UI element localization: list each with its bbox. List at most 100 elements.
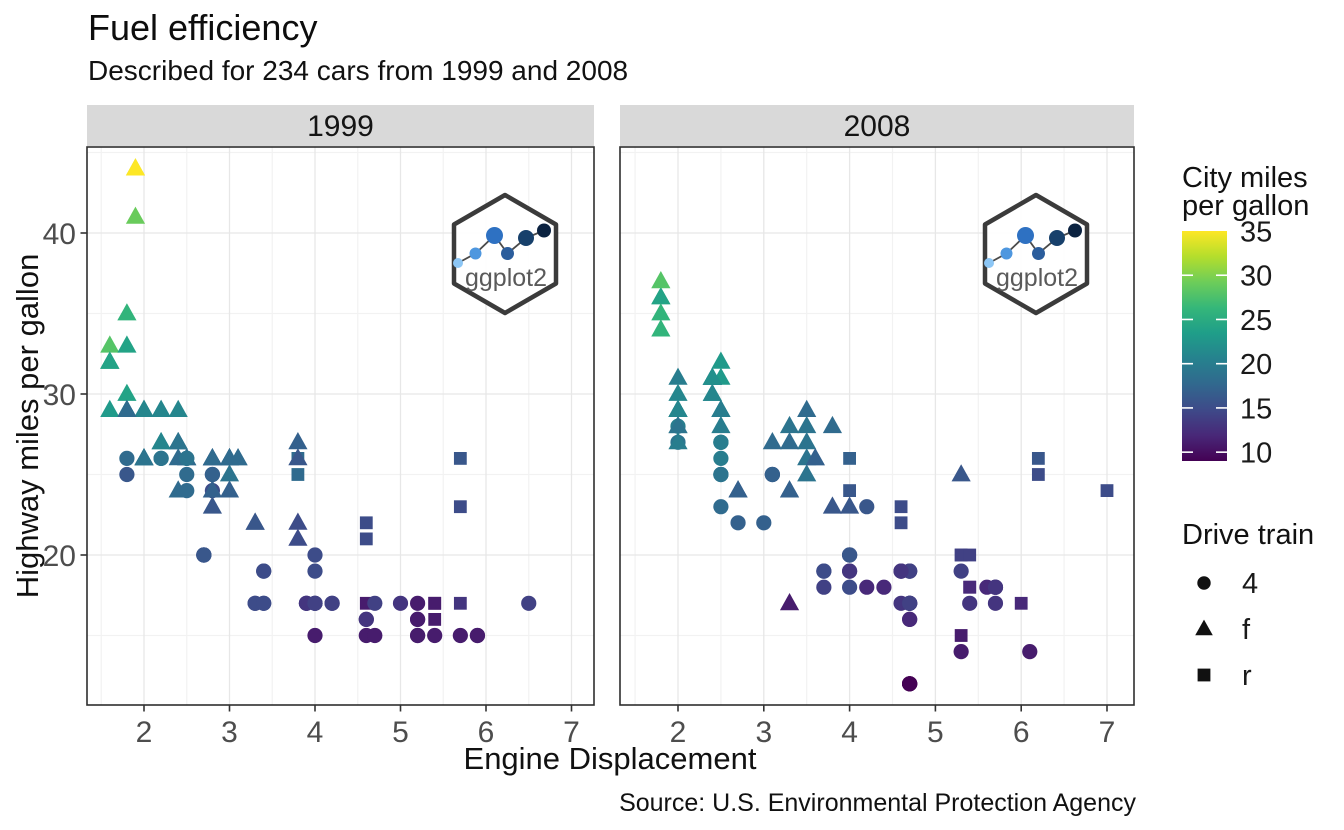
legend-key-square-icon	[1197, 668, 1211, 682]
data-point	[179, 466, 195, 483]
data-point	[256, 563, 272, 579]
data-point	[100, 335, 120, 353]
data-point	[893, 563, 909, 579]
ggplot2-logo-text: ggplot2	[465, 264, 547, 292]
data-point	[245, 512, 265, 530]
panel-border	[619, 146, 1135, 706]
data-point	[307, 595, 323, 611]
data-point	[822, 415, 843, 434]
data-point	[843, 452, 856, 465]
data-point	[779, 480, 800, 498]
data-point	[117, 383, 137, 401]
data-point	[756, 515, 772, 531]
data-point	[842, 579, 858, 595]
data-point	[256, 595, 272, 611]
data-point	[843, 484, 856, 497]
logo-dot	[469, 247, 482, 260]
data-point	[779, 593, 800, 611]
x-tick-label: 6	[478, 716, 495, 749]
logo-dot	[1000, 247, 1013, 260]
x-tick-label: 4	[307, 716, 324, 749]
data-point	[367, 627, 383, 644]
points-1999	[100, 158, 537, 644]
data-point	[711, 351, 731, 369]
colorbar-label: 35	[1240, 217, 1272, 249]
data-point	[859, 499, 875, 515]
legend-key-circle-icon	[1197, 576, 1211, 590]
data-point	[840, 496, 860, 514]
data-point	[359, 516, 373, 530]
data-point	[307, 627, 323, 644]
data-point	[119, 450, 135, 466]
colorbar-label: 25	[1240, 305, 1272, 337]
legend-key-label: 4	[1242, 568, 1258, 600]
data-point	[392, 595, 409, 611]
data-point	[1022, 644, 1038, 660]
data-point	[713, 499, 729, 515]
data-point	[453, 452, 467, 465]
data-point	[713, 434, 729, 450]
colorbar-label: 20	[1240, 349, 1272, 381]
data-point	[963, 548, 977, 562]
data-point	[954, 629, 968, 642]
data-point	[151, 399, 171, 417]
data-point	[410, 627, 426, 644]
data-point	[324, 595, 340, 611]
data-point	[668, 432, 688, 450]
data-point	[410, 595, 426, 611]
data-point	[307, 563, 323, 579]
data-point	[779, 432, 800, 450]
data-point	[452, 627, 468, 644]
logo-dot	[1032, 247, 1045, 260]
data-point	[894, 500, 908, 514]
data-point	[779, 415, 800, 434]
panel-border	[86, 146, 595, 706]
data-point	[822, 496, 843, 514]
data-point	[288, 432, 308, 450]
data-point	[651, 303, 671, 321]
points-2008	[651, 271, 1114, 692]
logo-dot	[486, 227, 503, 244]
colorbar	[1182, 231, 1227, 461]
data-point	[196, 547, 212, 563]
data-point	[963, 580, 977, 594]
data-point	[842, 547, 858, 563]
x-tick-label: 5	[927, 716, 944, 749]
data-point	[842, 563, 858, 579]
logo-dot	[1017, 227, 1034, 244]
data-point	[876, 579, 892, 595]
facet-strip	[87, 105, 594, 146]
legends: 35 30 25 20 15 10 4 fr	[1182, 217, 1272, 692]
data-point	[894, 516, 908, 530]
data-point	[202, 496, 222, 514]
data-point	[410, 611, 426, 628]
data-point	[859, 579, 875, 595]
data-point	[117, 399, 137, 417]
data-point	[902, 611, 918, 628]
color-legend-title-line2: per gallon	[1182, 190, 1309, 222]
data-point	[428, 613, 442, 626]
data-point	[100, 351, 120, 369]
data-point	[134, 448, 154, 466]
data-point	[962, 595, 978, 611]
data-point	[288, 448, 308, 466]
ggplot2-logo: ggplot2	[451, 192, 559, 316]
logo-dot	[518, 230, 534, 246]
x-tick-label: 2	[670, 716, 687, 749]
data-point	[204, 466, 220, 483]
data-point	[668, 399, 688, 417]
facet-panel-2008: 2008 ggplot2	[619, 105, 1135, 706]
facet-panel-1999: 1999 ggplot2	[86, 105, 595, 706]
data-point	[359, 532, 373, 546]
data-point	[764, 466, 780, 483]
data-point	[713, 450, 729, 466]
data-point	[168, 399, 188, 417]
data-point	[453, 500, 467, 514]
y-tick-label: 40	[43, 218, 76, 251]
data-point	[307, 547, 323, 563]
data-point	[711, 415, 731, 434]
data-point	[288, 512, 308, 530]
data-point	[428, 596, 442, 610]
data-point	[668, 415, 688, 434]
